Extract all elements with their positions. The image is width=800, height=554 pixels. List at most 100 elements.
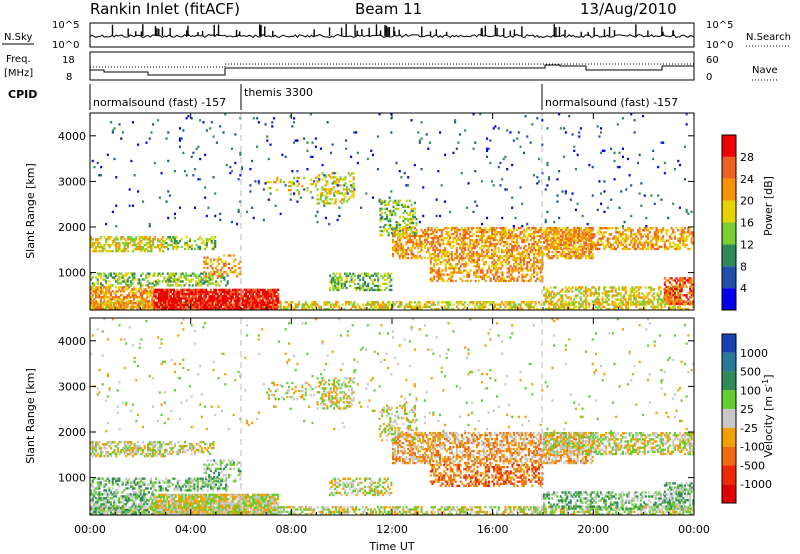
heatmap-cell [256,305,259,309]
heatmap-cell [458,269,461,272]
heatmap-cell [392,252,395,256]
heatmap-cell [685,239,688,242]
heatmap-cell [466,263,469,266]
heatmap-cell [640,307,643,311]
heatmap-cell [108,298,111,301]
heatmap-cell [678,288,681,291]
heatmap-cell [143,236,146,239]
heatmap-cell [569,231,572,234]
heatmap-cell [484,228,487,232]
heatmap-cell [663,245,666,249]
heatmap-cell [470,301,473,304]
heatmap-cell [201,290,204,294]
heatmap-cell [439,275,442,278]
heatmap-cell [516,246,519,250]
heatmap-cell [449,301,452,304]
heatmap-cell [460,242,463,246]
heatmap-cell [410,217,413,221]
heatmap-cell [408,301,411,304]
heatmap-cell [128,296,131,299]
heatmap-cell [272,295,275,298]
heatmap-cell [150,282,153,285]
heatmap-cell [507,234,510,238]
heatmap-cell [294,303,297,306]
heatmap-cell [155,280,158,283]
heatmap-cell [556,226,559,230]
heatmap-cell [578,286,581,289]
heatmap-cell [551,254,554,258]
heatmap-cell [464,232,467,236]
heatmap-cell [230,305,233,309]
heatmap-cell [452,303,455,306]
heatmap-cell [399,199,402,202]
heatmap-cell [125,280,128,283]
heatmap-cell [407,240,410,244]
heatmap-cell [179,292,182,296]
heatmap-cell [516,277,519,280]
heatmap-cell [326,196,329,199]
heatmap-cell [476,263,479,266]
heatmap-cell [601,301,604,304]
heatmap-cell [273,301,276,304]
heatmap-cell [337,192,340,195]
heatmap-cell [350,307,353,311]
heatmap-cell [551,237,554,240]
heatmap-cell [507,303,510,306]
heatmap-cell [131,238,134,241]
heatmap-cell [350,274,353,277]
heatmap-cell [576,294,579,297]
heatmap-cell [103,272,106,275]
heatmap-cell [548,226,551,230]
heatmap-cell [397,223,400,227]
heatmap-cell [116,248,119,251]
heatmap-cell [583,294,586,297]
heatmap-cell [459,265,462,268]
heatmap-cell [513,265,516,268]
heatmap-cell [598,247,601,251]
heatmap-cell [652,305,655,309]
heatmap-cell [121,250,124,253]
heatmap-cell [121,290,124,293]
heatmap-cell [380,305,383,309]
heatmap-cell [377,286,380,290]
heatmap-cell [183,305,186,309]
heatmap-cell [625,243,628,246]
heatmap-cell [641,300,644,303]
heatmap-cell [566,245,569,249]
heatmap-cell [491,236,494,240]
heatmap-cell [479,275,482,278]
heatmap-cell [273,292,276,296]
heatmap-cell [591,229,594,232]
heatmap-cell [131,304,134,307]
heatmap-cell [201,297,204,300]
heatmap-cell [601,302,604,305]
heatmap-cell [513,277,516,280]
heatmap-cell [394,228,397,231]
heatmap-cell [126,246,129,249]
heatmap-cell [433,228,436,232]
heatmap-cell [187,247,190,251]
heatmap-cell [334,176,337,179]
heatmap-cell [447,301,450,304]
heatmap-cell [263,292,266,296]
heatmap-cell [598,286,601,289]
heatmap-cell [469,240,472,244]
heatmap-cell [205,278,208,281]
heatmap-cell [584,234,587,238]
heatmap-cell [241,303,244,307]
heatmap-cell [439,263,442,266]
heatmap-cell [171,307,174,311]
heatmap-cell [658,286,661,289]
heatmap-cell [188,288,191,292]
heatmap-cell [155,246,158,249]
heatmap-cell [213,295,216,298]
heatmap-cell [433,234,436,238]
heatmap-cell [262,303,265,307]
heatmap-cell [596,301,599,304]
heatmap-cell [376,301,379,304]
heatmap-cell [116,290,119,293]
heatmap-cell [435,248,438,252]
heatmap-cell [539,252,542,256]
heatmap-cell [387,307,390,311]
heatmap-cell [472,226,475,230]
